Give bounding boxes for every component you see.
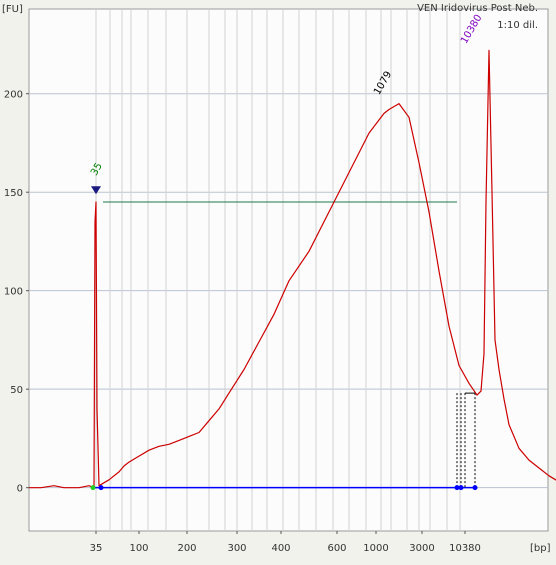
chart-title: VEN Iridovirus Post Neb. bbox=[417, 3, 538, 14]
peak-label: 35 bbox=[89, 161, 105, 178]
x-tick-label: 300 bbox=[227, 543, 246, 554]
x-tick-label: 100 bbox=[129, 543, 148, 554]
series-layer bbox=[29, 49, 556, 489]
x-axis-label: [bp] bbox=[530, 543, 551, 554]
baseline-marker-point bbox=[458, 485, 464, 491]
lower-marker-point bbox=[90, 485, 96, 491]
reference-lines bbox=[95, 201, 476, 489]
y-tick-label: 0 bbox=[17, 484, 23, 495]
plot-area bbox=[28, 8, 549, 532]
baseline-marker-point bbox=[472, 485, 478, 491]
x-tick-label: 200 bbox=[177, 543, 196, 554]
grid-lines bbox=[29, 9, 548, 531]
x-tick-label: 3000 bbox=[409, 543, 434, 554]
y-tick-label: 100 bbox=[4, 287, 23, 298]
baseline-marker-point bbox=[98, 485, 104, 491]
baseline-marker-point bbox=[454, 485, 460, 491]
x-axis-ticks: 35 100 200 300 400 600 1000 3000 10380 bbox=[90, 531, 481, 554]
x-tick-label: 400 bbox=[271, 543, 290, 554]
y-tick-label: 150 bbox=[4, 188, 23, 199]
marker-layer bbox=[90, 186, 478, 491]
peak-35-triangle-marker bbox=[91, 186, 101, 195]
y-axis-ticks: 0 50 100 150 200 bbox=[4, 90, 29, 495]
x-tick-label: 1000 bbox=[363, 543, 388, 554]
x-tick-label: 600 bbox=[327, 543, 346, 554]
y-tick-label: 50 bbox=[10, 385, 23, 396]
x-tick-label: 10380 bbox=[449, 543, 481, 554]
y-tick-label: 200 bbox=[4, 90, 23, 101]
series-line bbox=[29, 49, 556, 489]
x-tick-label: 35 bbox=[90, 543, 103, 554]
chart-subtitle: 1:10 dil. bbox=[497, 20, 538, 31]
y-axis-label: [FU] bbox=[2, 4, 23, 15]
